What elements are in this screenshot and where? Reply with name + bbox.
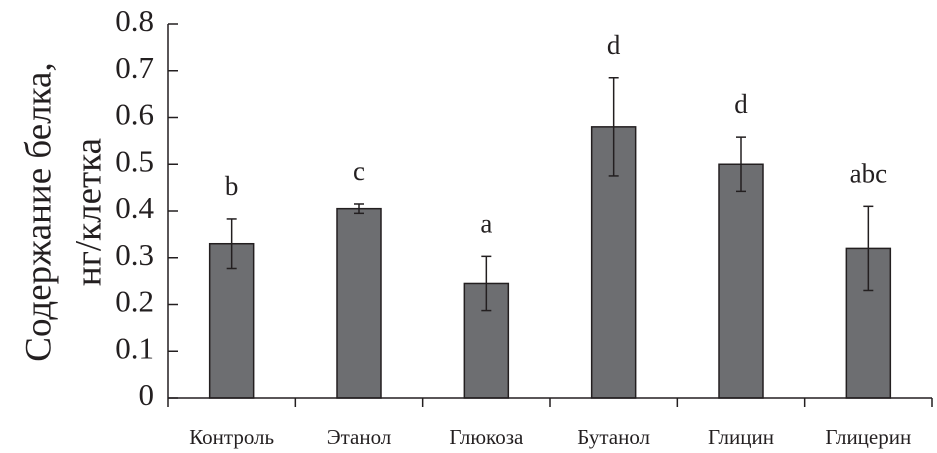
bar-group-6: abc: [845, 158, 892, 399]
significance-label-3: a: [480, 208, 492, 238]
y-tick-label-0: 0: [139, 377, 155, 412]
bar-group-2: c: [336, 156, 382, 399]
significance-label-4: d: [607, 30, 621, 60]
significance-label-6: abc: [850, 158, 887, 188]
bar-2: [336, 207, 382, 399]
y-tick-label-5: 0.5: [115, 143, 154, 178]
y-axis: 0 0.1 0.2 0.3 0.4 0.5 0.6 0.7 0.8: [115, 3, 178, 412]
bar-group-4: d: [590, 30, 637, 399]
bar-5: [718, 163, 764, 399]
y-tick-label-2: 0.2: [115, 284, 154, 319]
y-axis-title-line-2: нг/клетка: [68, 138, 109, 286]
category-label-4: Бутанол: [577, 425, 650, 449]
y-axis-title: Содержание белка, нг/клетка: [18, 62, 109, 361]
category-label-5: Глицин: [708, 425, 774, 449]
category-label-1: Контроль: [189, 425, 274, 449]
x-axis: Контроль Этанол Глюкоза Бутанол Глицин Глицер…: [167, 397, 933, 449]
category-label-2: Этанол: [327, 425, 392, 449]
y-tick-label-8: 0.8: [115, 3, 154, 38]
y-tick-label-1: 0.1: [115, 330, 154, 365]
significance-label-1: b: [225, 171, 239, 201]
y-tick-label-7: 0.7: [115, 50, 154, 85]
y-axis-title-line-1: Содержание белка,: [18, 62, 59, 361]
bars: b c a d d abc: [208, 30, 892, 399]
bar-group-5: d: [718, 89, 764, 399]
y-tick-label-6: 0.6: [115, 97, 154, 132]
category-label-6: Глицерин: [825, 425, 911, 449]
significance-label-2: c: [353, 156, 365, 186]
y-tick-label-3: 0.3: [115, 237, 154, 272]
category-label-3: Глюкоза: [449, 425, 524, 449]
significance-label-5: d: [734, 89, 748, 119]
bar-group-1: b: [208, 171, 255, 399]
bar-group-3: a: [463, 208, 510, 399]
y-tick-label-4: 0.4: [115, 190, 154, 225]
